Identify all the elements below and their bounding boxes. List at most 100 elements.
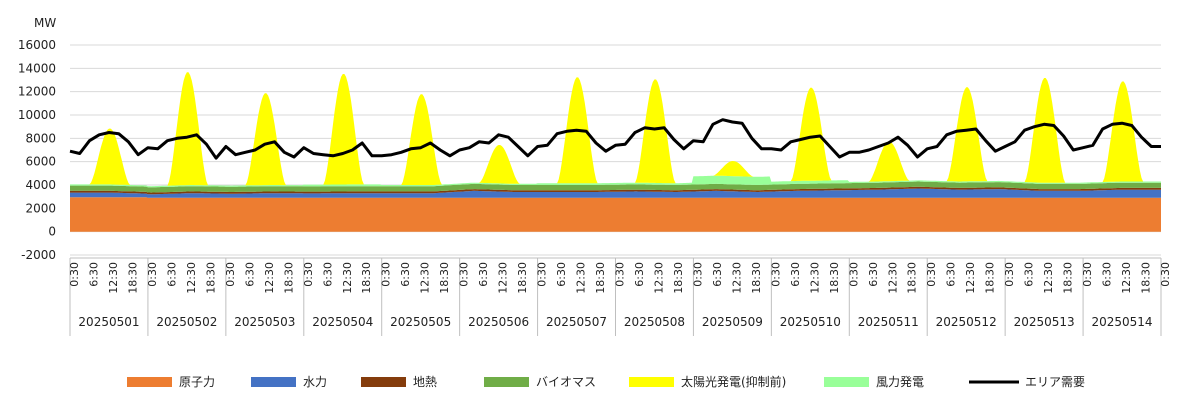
legend-item: 水力 <box>251 375 327 389</box>
x-date-label: 20250504 <box>312 315 373 329</box>
x-date-label: 20250512 <box>936 315 997 329</box>
x-time-tick: 18:30 <box>1140 262 1153 294</box>
legend-label: バイオマス <box>536 375 596 389</box>
legend-swatch <box>484 377 529 387</box>
x-time-tick: 18:30 <box>516 262 529 294</box>
x-time-tick: 6:30 <box>1023 262 1036 287</box>
x-time-tick: 18:30 <box>438 262 451 294</box>
x-time-tick: 6:30 <box>867 262 880 287</box>
x-date-label: 20250506 <box>468 315 529 329</box>
x-time-tick: 6:30 <box>87 262 100 287</box>
x-date-label: 20250505 <box>390 315 451 329</box>
x-time-tick: 18:30 <box>126 262 139 294</box>
x-time-tick: 0:30 <box>925 262 938 287</box>
x-time-tick: 12:30 <box>730 262 743 294</box>
x-time-tick: 0:30 <box>847 262 860 287</box>
area-太陽光発電(抑制前) <box>70 72 1161 187</box>
y-tick-label: 10000 <box>18 108 56 122</box>
x-date-label: 20250502 <box>156 315 217 329</box>
x-time-tick: 0:30 <box>302 262 315 287</box>
x-time-tick: 6:30 <box>789 262 802 287</box>
x-date-label: 20250510 <box>780 315 841 329</box>
x-date-label: 20250503 <box>234 315 295 329</box>
legend-item: 風力発電 <box>824 375 924 389</box>
x-time-tick: 0:30 <box>68 262 81 287</box>
x-time-tick: 6:30 <box>711 262 724 287</box>
area-バイオマス <box>70 181 1161 193</box>
y-tick-label: 6000 <box>25 155 56 169</box>
x-time-tick: 12:30 <box>497 262 510 294</box>
x-date-label: 20250514 <box>1091 315 1152 329</box>
legend-swatch <box>629 377 674 387</box>
x-time-tick: 6:30 <box>243 262 256 287</box>
x-time-tick: 0:30 <box>224 262 237 287</box>
legend-label: 水力 <box>303 375 327 389</box>
y-tick-label: 14000 <box>18 61 56 75</box>
legend-swatch <box>824 377 869 387</box>
x-time-tick: 12:30 <box>263 262 276 294</box>
x-axis: 0:30 6:30 12:30 18:30 20250501 0:30 6:30 12:30 1… <box>68 257 1172 336</box>
legend-item: 地熱 <box>361 375 437 389</box>
x-time-tick: 18:30 <box>204 262 217 294</box>
legend-label: 太陽光発電(抑制前) <box>681 374 786 389</box>
legend-label: 原子力 <box>179 375 215 389</box>
y-tick-label: 0 <box>48 225 56 239</box>
legend-item: 原子力 <box>127 375 215 389</box>
y-axis: -2000 0 2000 4000 6000 8000 10000 12000 14000 160… <box>18 38 56 262</box>
x-date-label: 20250507 <box>546 315 607 329</box>
x-time-tick: 12:30 <box>808 262 821 294</box>
y-tick-label: 12000 <box>18 85 56 99</box>
x-time-tick: 12:30 <box>964 262 977 294</box>
x-time-tick: 0:30 <box>536 262 549 287</box>
y-unit-label: MW <box>34 16 56 30</box>
area-風力発電 <box>70 175 1161 188</box>
stacked-areas <box>70 72 1161 232</box>
x-time-tick: 0:30 <box>1081 262 1094 287</box>
legend: 原子力 水力 地熱 バイオマス 太陽光発電(抑制前) 風力発電 エリア需要 <box>127 374 1085 389</box>
x-time-tick: 6:30 <box>165 262 178 287</box>
legend-label: 風力発電 <box>876 375 924 389</box>
demand-line-group <box>69 118 1161 160</box>
x-time-tick: 0:30 <box>458 262 471 287</box>
y-tick-label: -2000 <box>21 248 56 262</box>
x-time-tick: 12:30 <box>419 262 432 294</box>
x-time-tick: 6:30 <box>1101 262 1114 287</box>
x-time-tick: 12:30 <box>575 262 588 294</box>
x-time-tick: 0:30 <box>614 262 627 287</box>
legend-swatch <box>127 377 172 387</box>
y-tick-label: 2000 <box>25 201 56 215</box>
y-tick-label: 16000 <box>18 38 56 52</box>
x-date-label: 20250508 <box>624 315 685 329</box>
x-time-tick: 18:30 <box>750 262 763 294</box>
x-time-tick: 18:30 <box>828 262 841 294</box>
legend-item: 太陽光発電(抑制前) <box>629 374 786 389</box>
x-date-label: 20250501 <box>78 315 139 329</box>
x-time-tick: 18:30 <box>672 262 685 294</box>
y-tick-label: 8000 <box>25 131 56 145</box>
x-time-tick: 12:30 <box>185 262 198 294</box>
x-time-tick: 18:30 <box>1062 262 1075 294</box>
x-time-tick: 12:30 <box>652 262 665 294</box>
x-time-tick: 0:30 <box>380 262 393 287</box>
legend-item: バイオマス <box>484 375 596 389</box>
y-tick-label: 4000 <box>25 178 56 192</box>
x-time-tick: 18:30 <box>594 262 607 294</box>
x-time-tick: 18:30 <box>906 262 919 294</box>
x-time-tick: 18:30 <box>282 262 295 294</box>
legend-swatch <box>251 377 296 387</box>
area-水力 <box>70 188 1161 198</box>
x-time-tick: 12:30 <box>886 262 899 294</box>
x-time-tick: 18:30 <box>360 262 373 294</box>
area-原子力 <box>70 197 1161 232</box>
x-date-label: 20250509 <box>702 315 763 329</box>
x-time-tick: 12:30 <box>1042 262 1055 294</box>
x-time-tick: 6:30 <box>945 262 958 287</box>
x-time-tick: 6:30 <box>399 262 412 287</box>
x-time-tick: 0:30 <box>146 262 159 287</box>
x-time-tick: 18:30 <box>984 262 997 294</box>
x-time-tick: 0:30 <box>769 262 782 287</box>
x-time-tick: 12:30 <box>341 262 354 294</box>
x-time-tick: 6:30 <box>477 262 490 287</box>
